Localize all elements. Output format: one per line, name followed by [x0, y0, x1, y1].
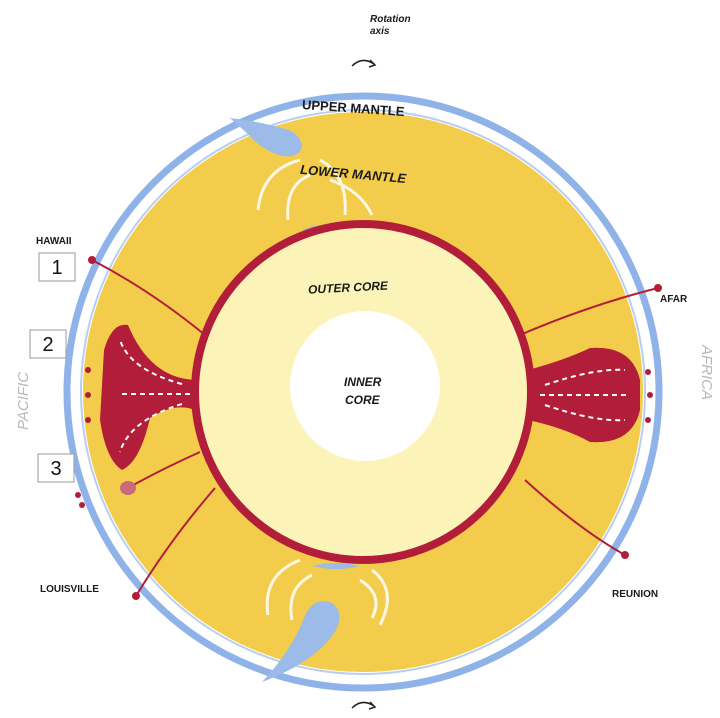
plume-head-africa — [528, 347, 640, 443]
outer-core-label: OUTER CORE — [308, 278, 390, 296]
upper-mantle-inner-edge — [80, 109, 646, 675]
rotation-arrow-icon — [351, 59, 377, 710]
hotspot-hawaii-label: HAWAII — [36, 236, 72, 247]
inner-core — [290, 311, 440, 461]
convection-arrows-bottom — [265, 558, 389, 626]
slab-bottom — [262, 601, 340, 682]
plume-head-pacific — [100, 324, 195, 470]
plume-stems — [91, 259, 659, 597]
svg-text:1: 1 — [51, 257, 62, 279]
slab-bottom-tip — [312, 563, 360, 569]
upper-mantle-label: UPPER MANTLE — [302, 97, 406, 119]
inner-core-label-1: INNER — [344, 375, 382, 389]
inner-core-label-2: CORE — [345, 393, 381, 407]
marker-1: 1 — [38, 252, 76, 282]
hotspot-louisville-label: LOUISVILLE — [40, 584, 99, 595]
rotation-axis-label-1: Rotation — [370, 14, 411, 25]
svg-text:3: 3 — [50, 458, 61, 480]
hotspot-reunion-label: REUNION — [612, 589, 658, 600]
marker-2: 2 — [29, 329, 67, 359]
plume-drop — [120, 481, 136, 495]
hotspot-afar-label: AFAR — [660, 294, 688, 305]
plume-flow-arrows-pacific — [118, 339, 190, 453]
slab-top — [230, 118, 302, 157]
hotspot-markers — [75, 256, 662, 600]
rotation-axis-label-2: axis — [370, 26, 390, 37]
marker-3: 3 — [37, 453, 75, 483]
convection-arrows-top — [256, 158, 374, 221]
plume-flow-arrows-africa — [540, 368, 630, 422]
side-label-pacific: PACIFIC — [15, 372, 32, 430]
side-label-africa: AFRICA — [698, 344, 715, 400]
svg-text:2: 2 — [42, 334, 53, 356]
